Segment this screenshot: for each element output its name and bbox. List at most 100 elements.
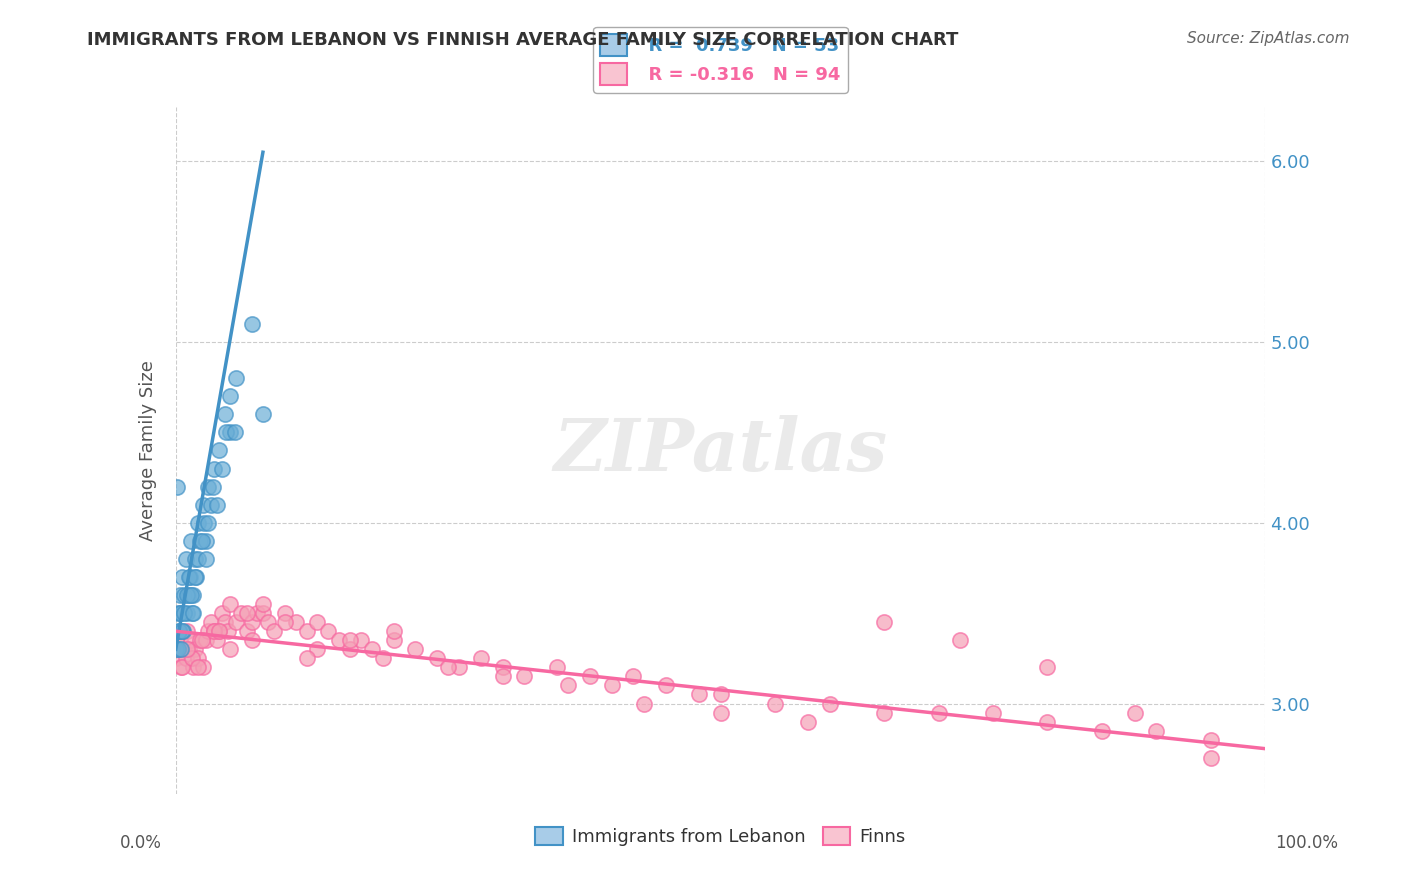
Point [172,624,194,639]
Point [169,606,191,620]
Point [1091,723,1114,738]
Point [200,615,222,630]
Point [180,588,202,602]
Point [235,606,257,620]
Point [274,606,297,620]
Point [195,633,218,648]
Point [174,651,197,665]
Point [169,633,191,648]
Point [170,606,193,620]
Point [225,371,247,385]
Point [165,633,187,648]
Point [231,606,253,620]
Point [181,606,204,620]
Point [219,425,242,440]
Point [225,615,247,630]
Point [191,533,214,548]
Point [214,407,236,421]
Point [252,597,274,611]
Point [184,642,207,657]
Point [202,461,225,475]
Point [224,425,246,440]
Point [633,697,655,711]
Point [655,678,678,692]
Point [360,642,382,657]
Point [710,688,733,702]
Point [763,697,786,711]
Point [818,697,841,711]
Point [371,651,394,665]
Point [873,706,896,720]
Point [186,660,209,674]
Point [688,688,710,702]
Point [252,407,274,421]
Point [173,606,195,620]
Point [179,570,201,584]
Point [350,633,373,648]
Point [710,706,733,720]
Text: ZIPatlas: ZIPatlas [554,415,887,486]
Point [184,552,207,566]
Point [257,615,280,630]
Point [307,615,329,630]
Point [382,633,405,648]
Point [217,624,239,639]
Point [235,624,257,639]
Point [557,678,579,692]
Point [873,615,896,630]
Point [181,588,204,602]
Point [263,624,285,639]
Point [208,443,231,458]
Point [949,633,972,648]
Point [201,480,224,494]
Point [167,642,190,657]
Point [1144,723,1167,738]
Point [176,642,198,657]
Point [169,588,191,602]
Point [579,669,602,683]
Text: Source: ZipAtlas.com: Source: ZipAtlas.com [1187,31,1350,46]
Point [382,624,405,639]
Point [167,642,190,657]
Point [165,651,187,665]
Point [167,642,190,657]
Point [219,642,242,657]
Point [174,552,197,566]
Point [437,660,460,674]
Point [205,498,228,512]
Point [167,624,190,639]
Point [621,669,644,683]
Point [219,389,242,403]
Point [166,480,188,494]
Point [181,606,204,620]
Point [193,516,215,530]
Point [191,498,214,512]
Point [274,615,297,630]
Point [165,642,187,657]
Point [197,516,219,530]
Point [246,606,269,620]
Point [186,516,209,530]
Point [188,633,211,648]
Point [252,606,274,620]
Text: 100.0%: 100.0% [1275,834,1339,852]
Point [318,624,340,639]
Point [176,606,198,620]
Point [1199,750,1222,764]
Point [284,615,307,630]
Point [173,588,195,602]
Point [339,633,361,648]
Point [186,651,209,665]
Point [1123,706,1146,720]
Point [546,660,568,674]
Legend: Immigrants from Lebanon, Finns: Immigrants from Lebanon, Finns [529,820,912,854]
Point [172,660,194,674]
Point [492,660,515,674]
Point [177,642,200,657]
Point [167,624,190,639]
Point [513,669,536,683]
Point [167,606,190,620]
Point [1036,714,1059,729]
Text: IMMIGRANTS FROM LEBANON VS FINNISH AVERAGE FAMILY SIZE CORRELATION CHART: IMMIGRANTS FROM LEBANON VS FINNISH AVERA… [87,31,959,49]
Point [240,615,263,630]
